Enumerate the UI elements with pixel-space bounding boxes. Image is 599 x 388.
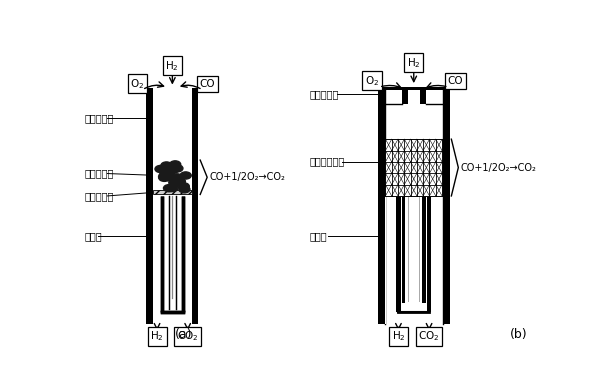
Circle shape: [159, 171, 171, 179]
Text: 管式反应器: 管式反应器: [309, 89, 338, 99]
Bar: [396, 197, 401, 312]
Bar: [378, 88, 385, 324]
Circle shape: [163, 164, 174, 171]
Circle shape: [174, 178, 186, 185]
Bar: [402, 197, 405, 303]
Text: CO$_2$: CO$_2$: [418, 329, 440, 343]
Text: H$_2$: H$_2$: [392, 329, 406, 343]
Circle shape: [168, 166, 179, 173]
Circle shape: [161, 173, 171, 180]
Text: (b): (b): [509, 328, 527, 341]
Text: 管式反应器: 管式反应器: [84, 113, 114, 123]
Bar: [385, 139, 442, 196]
Circle shape: [155, 165, 166, 173]
Circle shape: [164, 185, 175, 192]
Bar: [402, 87, 408, 104]
Bar: [164, 196, 181, 311]
Circle shape: [167, 184, 178, 192]
Circle shape: [161, 162, 172, 169]
Text: CO+1/2O₂→CO₂: CO+1/2O₂→CO₂: [210, 172, 285, 182]
Text: H$_2$: H$_2$: [150, 329, 164, 343]
Text: H$_2$: H$_2$: [165, 59, 179, 73]
Bar: [153, 190, 192, 194]
Text: O$_2$: O$_2$: [365, 74, 379, 88]
Bar: [402, 197, 405, 303]
Circle shape: [169, 179, 180, 186]
Bar: [146, 88, 153, 324]
Text: CO+1/2O₂→CO₂: CO+1/2O₂→CO₂: [461, 163, 537, 173]
Text: 颠粒催化剂: 颠粒催化剂: [84, 168, 114, 178]
Text: 热电偶: 热电偶: [84, 231, 102, 241]
Text: CO: CO: [447, 76, 464, 86]
Text: O$_2$: O$_2$: [131, 77, 144, 91]
Text: 整体式催化剂: 整体式催化剂: [309, 157, 344, 166]
Circle shape: [171, 174, 183, 181]
Text: CO: CO: [199, 79, 215, 89]
Circle shape: [178, 183, 189, 190]
Bar: [426, 197, 431, 312]
Bar: [385, 196, 386, 324]
Text: (a): (a): [176, 328, 193, 341]
Circle shape: [159, 173, 170, 180]
Bar: [422, 197, 426, 303]
Circle shape: [165, 167, 176, 174]
Bar: [426, 197, 431, 312]
Text: CO$_2$: CO$_2$: [177, 329, 198, 343]
Bar: [396, 197, 401, 312]
Bar: [376, 87, 452, 90]
Bar: [443, 88, 449, 324]
Bar: [401, 197, 426, 312]
Text: 热电偶: 热电偶: [309, 231, 327, 241]
Circle shape: [170, 161, 181, 168]
Circle shape: [172, 165, 183, 172]
Circle shape: [180, 172, 191, 179]
Text: 石英砂隔断: 石英砂隔断: [84, 191, 114, 201]
Circle shape: [159, 174, 170, 182]
Bar: [422, 197, 426, 303]
Circle shape: [164, 173, 174, 181]
Text: H$_2$: H$_2$: [407, 56, 420, 70]
Bar: [420, 87, 426, 104]
Circle shape: [179, 186, 190, 193]
Bar: [192, 88, 198, 324]
